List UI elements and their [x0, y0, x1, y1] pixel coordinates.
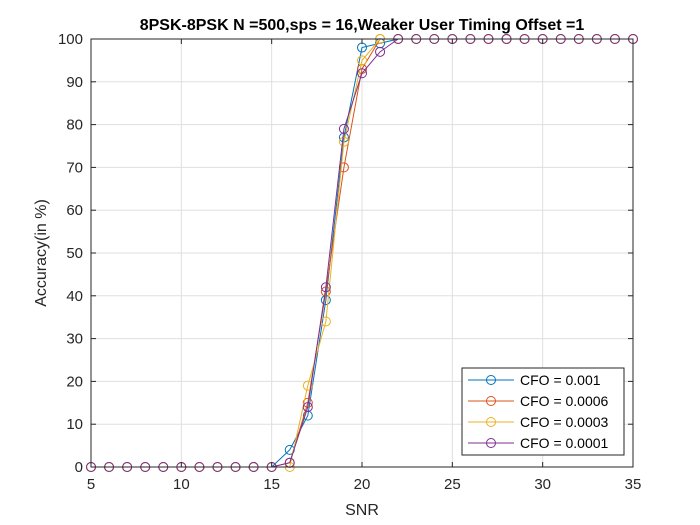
legend-box [461, 367, 625, 456]
data-point-marker [320, 316, 331, 327]
legend-entry: CFO = 0.0006 [468, 393, 609, 409]
data-point-marker [320, 282, 331, 293]
y-tick-label: 100 [58, 31, 83, 48]
legend: CFO = 0.001 CFO = 0.0006 CFO = 0.0003 CFO =… [461, 367, 625, 456]
data-point-marker [357, 55, 367, 66]
y-tick-label: 30 [66, 331, 83, 348]
data-point-marker [302, 402, 313, 413]
y-axis-label: Accuracy(in %) [33, 199, 50, 307]
data-point-marker [357, 68, 367, 79]
x-tick-label: 5 [87, 476, 95, 493]
y-tick-label: 50 [66, 245, 83, 262]
chart-title: 8PSK-8PSK N =500,sps = 16,Weaker User Ti… [140, 17, 585, 34]
legend-label: CFO = 0.001 [520, 372, 601, 388]
y-tick-label: 90 [66, 74, 83, 91]
y-tick-label: 70 [66, 159, 83, 176]
legend-marker-sample [486, 438, 496, 448]
y-tick-label: 10 [66, 416, 83, 433]
y-tick-label: 80 [66, 117, 83, 134]
x-tick-label: 30 [534, 476, 551, 493]
legend-label: CFO = 0.0003 [520, 414, 609, 430]
legend-marker-sample [486, 396, 496, 406]
y-tick-label: 40 [66, 288, 83, 305]
legend-marker-sample [486, 375, 496, 385]
x-tick-label: 15 [263, 476, 280, 493]
legend-label: CFO = 0.0001 [520, 435, 609, 451]
data-point-marker [338, 123, 349, 134]
x-tick-label: 20 [354, 476, 371, 493]
y-tick-label: 20 [66, 373, 83, 390]
legend-entry: CFO = 0.0003 [468, 414, 609, 430]
legend-marker-sample [486, 417, 496, 427]
x-tick-label: 35 [625, 476, 642, 493]
legend-label: CFO = 0.0006 [520, 393, 609, 409]
data-point-marker [375, 46, 386, 57]
legend-entry: CFO = 0.001 [468, 372, 601, 388]
legend-entry: CFO = 0.0001 [468, 435, 609, 451]
y-tick-label: 60 [66, 202, 83, 219]
data-point-marker [338, 136, 349, 147]
data-point-marker [302, 380, 313, 391]
x-axis-label: SNR [345, 502, 379, 519]
y-tick-label: 0 [75, 459, 83, 476]
x-tick-label: 10 [173, 476, 190, 493]
x-tick-label: 25 [444, 476, 461, 493]
